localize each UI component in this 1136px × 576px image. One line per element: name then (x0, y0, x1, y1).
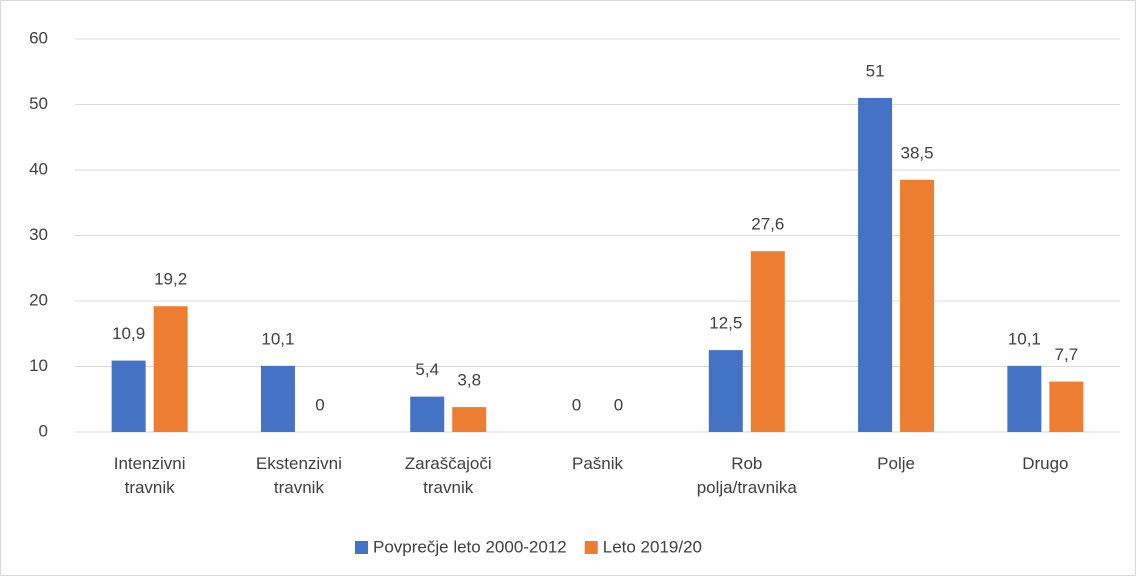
y-tick-label: 10 (29, 356, 48, 375)
data-label: 10,1 (261, 329, 294, 348)
data-label: 0 (614, 395, 623, 414)
y-tick-label: 0 (39, 421, 48, 440)
bar (1007, 365, 1042, 432)
data-label: 5,4 (415, 360, 439, 379)
y-tick-label: 30 (29, 225, 48, 244)
legend-swatch (355, 541, 368, 554)
x-tick-label: Intenzivni travnik (113, 454, 186, 497)
data-label: 19,2 (154, 270, 187, 289)
bar (858, 97, 893, 432)
x-tick-label: Polje (877, 454, 915, 473)
data-label: 0 (315, 395, 324, 414)
data-label: 10,9 (112, 324, 145, 343)
bar (153, 306, 188, 432)
y-tick-label: 40 (29, 159, 48, 178)
data-label: 27,6 (751, 215, 784, 234)
x-tick-label: Zaraščajoči travnik (404, 454, 492, 497)
bar (260, 365, 295, 432)
data-label: 3,8 (457, 371, 481, 390)
bar (708, 350, 743, 432)
bar (750, 251, 785, 432)
data-label: 51 (866, 61, 885, 80)
data-label: 12,5 (709, 314, 742, 333)
x-tick-label: Ekstenzivni travnik (255, 454, 342, 497)
legend-label: Leto 2019/20 (603, 537, 702, 556)
y-tick-label: 60 (29, 28, 48, 47)
data-label: 0 (572, 395, 581, 414)
y-tick-label: 20 (29, 290, 48, 309)
bar (1049, 381, 1084, 432)
x-tick-label: Drugo (1022, 454, 1069, 473)
bar (410, 396, 445, 432)
bar (900, 179, 935, 432)
x-tick-label: Pašnik (571, 454, 624, 473)
legend-swatch (584, 541, 598, 554)
bar (452, 407, 487, 432)
y-tick-label: 50 (29, 94, 48, 113)
data-label: 38,5 (901, 143, 934, 162)
bar (111, 360, 146, 432)
x-tick-label: Rob polja/travnika (696, 454, 797, 497)
legend-label: Povprečje leto 2000-2012 (373, 537, 567, 556)
data-label: 10,1 (1008, 329, 1041, 348)
data-label: 7,7 (1055, 345, 1079, 364)
